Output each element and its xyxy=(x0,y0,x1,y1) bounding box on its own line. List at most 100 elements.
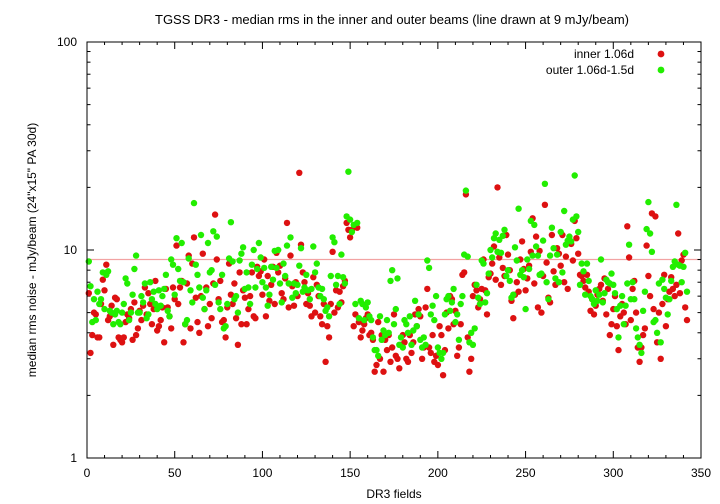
outer-beam-point xyxy=(166,313,173,320)
inner-beam-point xyxy=(569,257,577,264)
inner-beam-point xyxy=(510,315,517,322)
outer-beam-point xyxy=(489,254,496,261)
inner-beam-point xyxy=(318,321,326,328)
inner-beam-point xyxy=(325,334,333,341)
inner-beam-point xyxy=(222,334,229,341)
outer-beam-point xyxy=(336,300,343,308)
outer-beam-point xyxy=(634,334,641,341)
inner-beam-point xyxy=(489,260,496,267)
inner-beam-point xyxy=(336,288,343,295)
outer-beam-point xyxy=(513,257,520,264)
outer-beam-point xyxy=(561,207,568,215)
outer-beam-point xyxy=(469,341,477,348)
inner-beam-point xyxy=(383,346,391,354)
outer-beam-point xyxy=(345,168,352,175)
outer-beam-point xyxy=(162,271,170,278)
inner-beam-point xyxy=(427,349,434,357)
outer-beam-point xyxy=(483,290,491,297)
outer-beam-point xyxy=(311,269,319,276)
outer-beam-point xyxy=(482,299,489,306)
inner-beam-point xyxy=(346,234,354,241)
outer-beam-point xyxy=(539,237,547,244)
outer-beam-point xyxy=(104,268,112,275)
inner-beam-point xyxy=(390,311,398,318)
outer-beam-point xyxy=(180,279,187,286)
outer-beam-point xyxy=(457,300,464,308)
inner-beam-point xyxy=(497,281,505,288)
outer-beam-point xyxy=(236,257,243,264)
outer-beam-point xyxy=(476,300,484,308)
inner-beam-point xyxy=(89,331,96,339)
outer-beam-point xyxy=(125,316,133,324)
inner-beam-point xyxy=(464,334,471,341)
outer-beam-point xyxy=(646,230,654,237)
inner-beam-point xyxy=(245,305,252,313)
outer-beam-point xyxy=(175,265,182,273)
outer-beam-point xyxy=(403,321,410,328)
outer-beam-point xyxy=(464,253,471,260)
inner-beam-point xyxy=(504,251,512,258)
x-tick-label: 300 xyxy=(603,466,623,480)
outer-beam-point xyxy=(631,296,638,303)
inner-beam-point xyxy=(543,259,550,266)
outer-beam-point xyxy=(329,234,336,241)
inner-beam-point xyxy=(171,296,178,303)
outer-beam-point xyxy=(259,279,266,286)
outer-beam-point xyxy=(246,300,254,308)
inner-beam-point xyxy=(264,272,271,280)
inner-beam-point xyxy=(582,284,589,291)
outer-beam-point xyxy=(673,201,680,208)
inner-beam-point xyxy=(627,316,634,324)
outer-beam-point xyxy=(645,198,652,206)
outer-beam-point xyxy=(324,304,331,311)
inner-beam-point xyxy=(561,279,568,286)
x-tick-label: 200 xyxy=(428,466,448,480)
outer-beam-point xyxy=(92,316,100,324)
outer-beam-point xyxy=(346,216,354,223)
legend-marker-inner xyxy=(657,50,665,58)
inner-beam-point xyxy=(454,352,461,359)
outer-beam-point xyxy=(222,323,229,330)
inner-beam-point xyxy=(278,290,285,297)
outer-beam-point xyxy=(531,221,538,229)
outer-beam-point xyxy=(422,341,429,348)
inner-beam-point xyxy=(169,284,177,291)
outer-beam-point xyxy=(127,309,135,316)
outer-beam-point xyxy=(136,309,143,316)
outer-beam-point xyxy=(652,316,659,324)
inner-beam-point xyxy=(173,242,180,249)
outer-beam-point xyxy=(576,281,584,288)
outer-beam-point xyxy=(157,302,164,309)
outer-beam-point xyxy=(585,277,592,285)
inner-beam-point xyxy=(175,300,182,308)
outer-beam-point xyxy=(303,271,310,278)
outer-beam-point xyxy=(250,246,257,254)
outer-beam-point xyxy=(657,339,664,346)
outer-beam-point xyxy=(615,334,622,341)
inner-beam-point xyxy=(606,331,613,339)
inner-beam-point xyxy=(518,238,526,245)
inner-beam-point xyxy=(394,355,401,362)
outer-beam-point xyxy=(541,180,549,187)
inner-beam-point xyxy=(238,321,245,328)
y-tick-label: 100 xyxy=(57,35,77,49)
outer-beam-point xyxy=(118,309,126,316)
inner-beam-point xyxy=(190,234,198,241)
outer-beam-point xyxy=(439,349,447,357)
outer-beam-point xyxy=(620,321,627,328)
outer-beam-point xyxy=(408,341,415,348)
outer-beam-point xyxy=(625,241,633,248)
outer-beam-point xyxy=(397,334,405,341)
outer-beam-point xyxy=(110,321,117,328)
inner-beam-point xyxy=(357,334,364,341)
inner-beam-point xyxy=(661,271,668,278)
inner-beam-point xyxy=(625,254,633,261)
x-tick-label: 100 xyxy=(252,466,272,480)
outer-beam-point xyxy=(594,297,601,304)
inner-beam-point xyxy=(615,346,622,354)
inner-beam-point xyxy=(620,309,627,316)
outer-beam-point xyxy=(275,246,282,254)
outer-beam-point xyxy=(525,265,533,273)
inner-beam-point xyxy=(604,285,612,293)
inner-beam-point xyxy=(515,288,522,295)
